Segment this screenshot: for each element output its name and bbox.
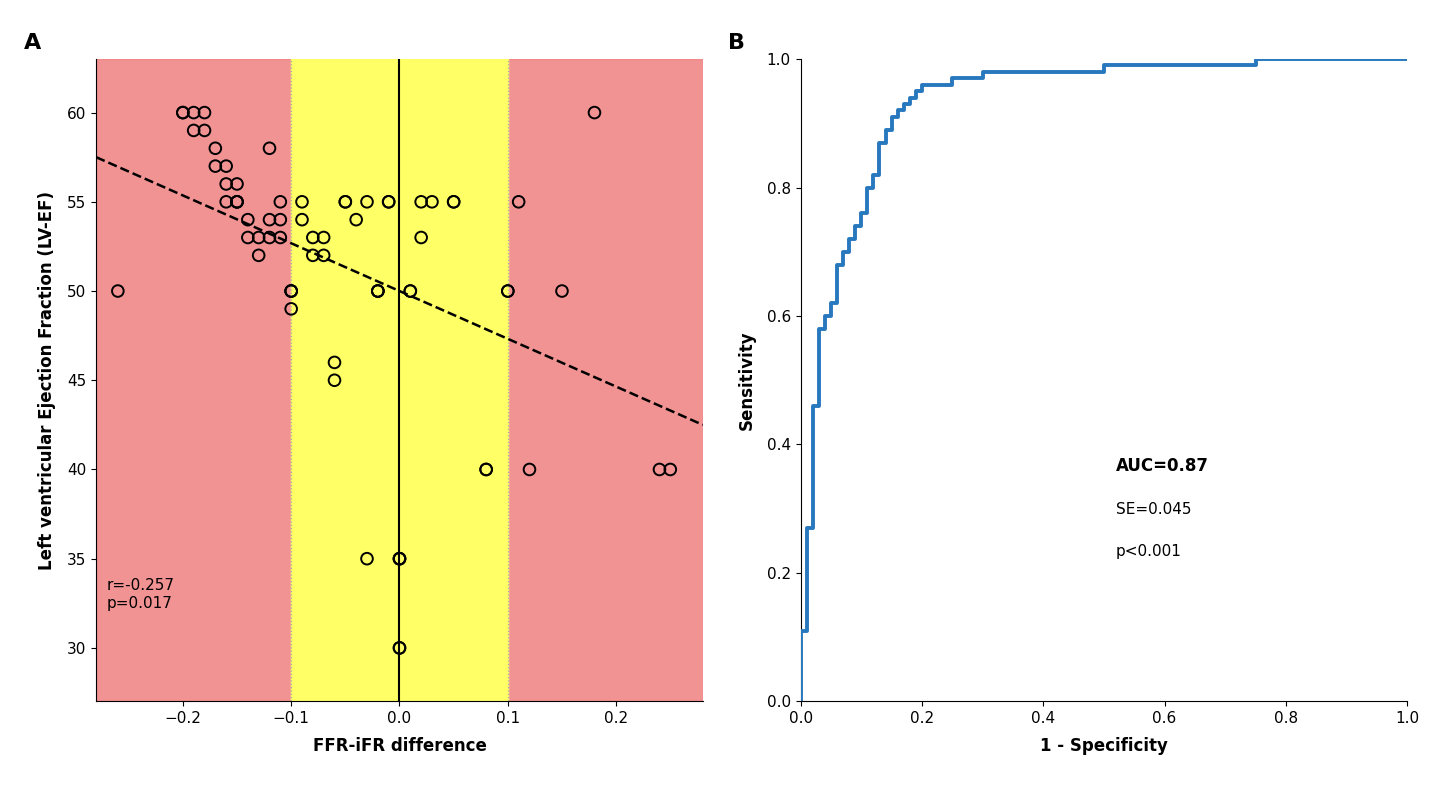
Point [269, 195, 292, 208]
Point [366, 284, 390, 297]
Point [257, 142, 281, 155]
Point [257, 231, 281, 244]
Point [366, 284, 390, 297]
Text: r=-0.257
p=0.017: r=-0.257 p=0.017 [108, 578, 174, 611]
Point [279, 303, 302, 315]
Point [334, 195, 358, 208]
Point [204, 160, 227, 172]
Point [291, 195, 314, 208]
Point [388, 552, 411, 565]
Text: p<0.001: p<0.001 [1117, 544, 1182, 559]
Point [366, 284, 390, 297]
Point [182, 124, 205, 137]
Point [236, 231, 259, 244]
Point [388, 552, 411, 565]
Point [388, 552, 411, 565]
Point [648, 463, 672, 476]
Point [518, 463, 541, 476]
Point [182, 107, 205, 119]
Point [313, 249, 336, 261]
Point [225, 195, 249, 208]
Point [355, 195, 378, 208]
Point [279, 284, 302, 297]
Point [410, 195, 433, 208]
Point [269, 231, 292, 244]
Point [225, 178, 249, 190]
Point [474, 463, 497, 476]
Point [313, 231, 336, 244]
Point [301, 249, 324, 261]
Text: AUC=0.87: AUC=0.87 [1117, 457, 1210, 476]
Point [291, 213, 314, 226]
X-axis label: FFR-iFR difference: FFR-iFR difference [313, 737, 487, 755]
Point [257, 213, 281, 226]
Text: B: B [728, 33, 744, 54]
Point [398, 284, 422, 297]
Point [106, 284, 129, 297]
Point [551, 284, 574, 297]
Point [507, 195, 531, 208]
Point [659, 463, 682, 476]
Point [388, 641, 411, 654]
Bar [291, 59, 507, 702]
Point [215, 178, 238, 190]
Point [388, 641, 411, 654]
Point [442, 195, 465, 208]
Point [193, 124, 217, 137]
Point [269, 213, 292, 226]
Point [377, 195, 400, 208]
Point [345, 213, 368, 226]
Point [204, 142, 227, 155]
Y-axis label: Sensitivity: Sensitivity [737, 330, 756, 430]
Point [420, 195, 443, 208]
Point [172, 107, 195, 119]
Point [442, 195, 465, 208]
Point [236, 213, 259, 226]
Point [334, 195, 358, 208]
Point [398, 284, 422, 297]
Point [279, 284, 302, 297]
Point [496, 284, 519, 297]
Point [474, 463, 497, 476]
Y-axis label: Left ventricular Ejection Fraction (LV-EF): Left ventricular Ejection Fraction (LV-E… [38, 190, 55, 570]
Point [225, 195, 249, 208]
Point [225, 195, 249, 208]
Point [247, 249, 270, 261]
Text: SE=0.045: SE=0.045 [1117, 502, 1191, 517]
Point [355, 552, 378, 565]
Point [323, 374, 346, 386]
Point [172, 107, 195, 119]
Point [215, 160, 238, 172]
Point [583, 107, 606, 119]
Point [279, 284, 302, 297]
Point [377, 195, 400, 208]
Point [215, 195, 238, 208]
Text: A: A [23, 33, 41, 54]
X-axis label: 1 - Specificity: 1 - Specificity [1040, 737, 1168, 755]
Point [193, 107, 217, 119]
Point [301, 231, 324, 244]
Point [247, 231, 270, 244]
Bar [96, 59, 702, 702]
Point [496, 284, 519, 297]
Point [323, 356, 346, 369]
Point [410, 231, 433, 244]
